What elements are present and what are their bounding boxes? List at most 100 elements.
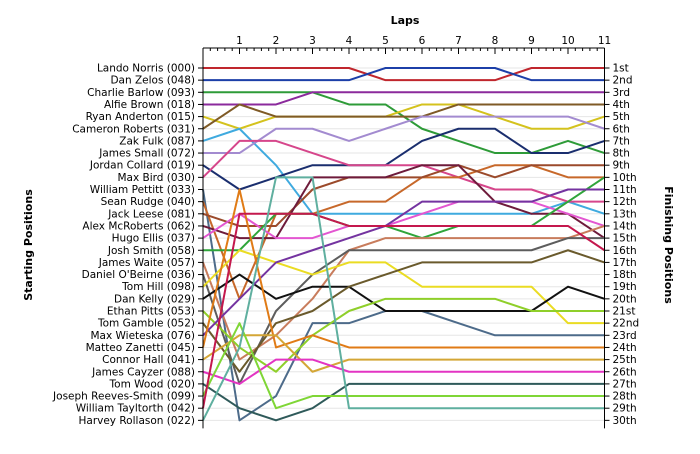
driver-label: Sean Rudge (040) [101,196,195,208]
finish-label: 21st [613,306,636,318]
finish-label: 10th [613,172,637,184]
series-line [202,103,605,130]
driver-label: Jordan Collard (019) [89,160,195,172]
top-axis-title: Laps [391,14,420,27]
finish-label: 27th [613,378,637,390]
finish-label: 1st [613,63,629,75]
finish-label: 20th [613,293,637,305]
series-line [203,67,605,82]
series-line [202,188,605,349]
driver-label: Ryan Anderton (015) [86,111,195,123]
series-line [202,189,605,422]
lap-tick-label: 4 [346,35,353,47]
series-line [203,91,605,106]
finish-label: 17th [613,257,637,269]
finish-label: 5th [613,111,630,123]
finish-label: 14th [613,220,637,232]
finish-label: 3rd [613,87,630,99]
finish-label: 23rd [613,330,637,342]
driver-label: Tom Gamble (052) [97,318,195,330]
series-line [202,188,605,337]
lap-tick-label: 3 [309,35,316,47]
driver-label: Max Bird (030) [117,172,195,184]
finish-label: 29th [613,403,637,415]
finish-label: 9th [613,160,630,172]
driver-label: James Waite (057) [98,257,195,269]
series-line [202,297,605,373]
finish-label: 28th [613,391,637,403]
finish-label: 30th [613,415,637,427]
driver-label: William Pettitt (033) [90,184,195,196]
series-line [202,322,605,410]
series-line [202,382,605,422]
series-line [202,225,605,361]
finish-label: 16th [613,245,637,257]
driver-label: Dan Kelly (029) [114,293,195,305]
series-line [202,164,605,227]
driver-label: James Cayzer (088) [91,366,195,378]
driver-label: Charlie Barlow (093) [87,87,195,99]
driver-label: Joseph Reeves-Smith (099) [52,391,195,403]
finish-label: 26th [613,366,637,378]
lap-tick-label: 11 [598,35,611,47]
finish-label: 4th [613,99,630,111]
lap-tick-label: 10 [561,35,574,47]
finish-label: 8th [613,148,630,160]
finish-label: 7th [613,135,630,147]
lap-tick-label: 7 [455,35,462,47]
finish-label: 11th [613,184,637,196]
labels: 1 2 3 4 5 6 7 8 9 10 11 Lando Norris (000)Dan Zelos… [52,35,639,427]
series-line [203,115,605,155]
finish-label: 15th [613,233,637,245]
series-line [202,212,606,409]
series-line [202,127,605,191]
series-line [202,334,605,373]
lap-tick-label: 5 [382,35,389,47]
series-line [203,176,606,252]
driver-label: Lando Norris (000) [97,63,195,75]
finish-label: 22nd [613,318,640,330]
series-line [203,67,605,82]
right-axis-title: Finishing Positions [662,186,675,304]
lap-tick-label: 9 [528,35,535,47]
driver-label: Hugo Ellis (037) [112,233,195,245]
series-line [202,200,605,240]
driver-label: Ethan Pitts (053) [107,306,195,318]
lap-tick-label: 2 [273,35,280,47]
series-line [202,249,605,373]
series-lines [202,67,606,422]
series-line [202,139,605,203]
driver-label: Cameron Roberts (031) [72,123,195,135]
series-line [202,249,605,325]
series-line [202,273,605,312]
series-line [202,358,605,385]
finish-label: 19th [613,281,637,293]
driver-label: James Small (072) [98,148,195,160]
series-line [202,164,605,300]
finish-label: 25th [613,354,637,366]
driver-label: Tom Wood (020) [109,378,195,390]
finish-label: 2nd [613,75,633,87]
driver-label: Josh Smith (058) [107,245,195,257]
driver-label: William Tayltorth (042) [76,403,195,415]
finish-label: 12th [613,196,637,208]
lap-tick-label: 6 [419,35,426,47]
finish-label: 13th [613,208,637,220]
driver-label: Harvey Rollason (022) [78,415,195,427]
lap-tick-label: 8 [492,35,499,47]
driver-label: Alex McRoberts (062) [82,220,195,232]
driver-label: Dan Zelos (048) [110,75,195,87]
driver-label: Alfie Brown (018) [104,99,195,111]
series-line [202,176,605,421]
driver-label: Jack Leese (081) [107,208,195,220]
finish-label: 6th [613,123,630,135]
left-axis-title: Starting Positions [22,189,35,301]
driver-label: Max Wieteska (076) [90,330,195,342]
finish-label: 24th [613,342,637,354]
series-line [202,103,605,130]
lap-tick-label: 1 [236,35,243,47]
axes [198,47,610,429]
driver-label: Daniel O'Beirne (036) [82,269,195,281]
